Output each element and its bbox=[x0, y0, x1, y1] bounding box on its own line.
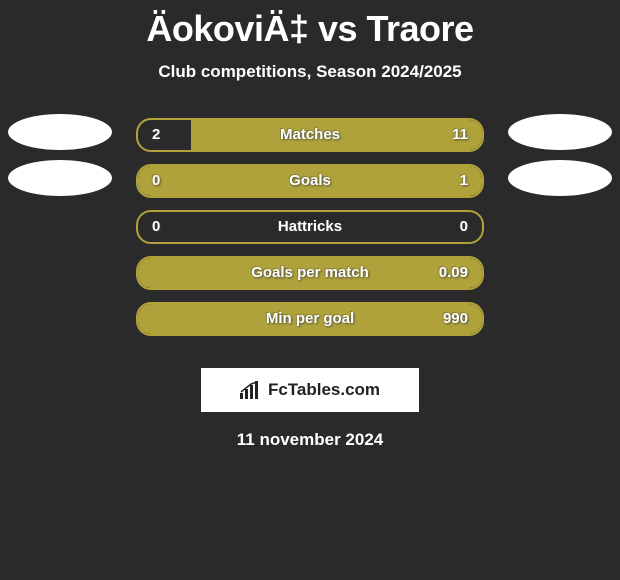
stat-right-value: 0.09 bbox=[439, 258, 468, 288]
player-avatar-left bbox=[8, 160, 112, 196]
stat-left-value: 0 bbox=[152, 166, 160, 196]
brand-logo: FcTables.com bbox=[201, 368, 419, 412]
stat-bar: Matches2 11 bbox=[136, 118, 484, 152]
bar-chart-icon bbox=[240, 381, 262, 399]
date-label: 11 november 2024 bbox=[0, 430, 620, 450]
stat-row: Min per goal990 bbox=[0, 302, 620, 348]
page-subtitle: Club competitions, Season 2024/2025 bbox=[0, 62, 620, 82]
stat-label: Min per goal bbox=[138, 304, 482, 334]
player-avatar-right bbox=[508, 160, 612, 196]
stat-left-value: 0 bbox=[152, 212, 160, 242]
stat-left-value: 2 bbox=[152, 120, 160, 150]
stat-label: Matches bbox=[138, 120, 482, 150]
stat-right-value: 0 bbox=[460, 212, 468, 242]
stat-bar: Goals per match0.09 bbox=[136, 256, 484, 290]
stat-row: Goals0 1 bbox=[0, 164, 620, 210]
stat-bar: Goals0 1 bbox=[136, 164, 484, 198]
stat-right-value: 1 bbox=[460, 166, 468, 196]
player-avatar-left bbox=[8, 114, 112, 150]
page-title: ÄokoviÄ‡ vs Traore bbox=[0, 8, 620, 50]
brand-logo-text: FcTables.com bbox=[268, 380, 380, 400]
stat-label: Hattricks bbox=[138, 212, 482, 242]
stat-bar: Min per goal990 bbox=[136, 302, 484, 336]
stats-rows: Matches211Goals01Hattricks00Goals per ma… bbox=[0, 118, 620, 348]
stat-label: Goals bbox=[138, 166, 482, 196]
stat-row: Hattricks0 0 bbox=[0, 210, 620, 256]
stat-right-value: 990 bbox=[443, 304, 468, 334]
stat-row: Matches2 11 bbox=[0, 118, 620, 164]
player-avatar-right bbox=[508, 114, 612, 150]
stat-label: Goals per match bbox=[138, 258, 482, 288]
stat-bar: Hattricks0 0 bbox=[136, 210, 484, 244]
stat-right-value: 11 bbox=[452, 120, 468, 150]
stat-row: Goals per match0.09 bbox=[0, 256, 620, 302]
